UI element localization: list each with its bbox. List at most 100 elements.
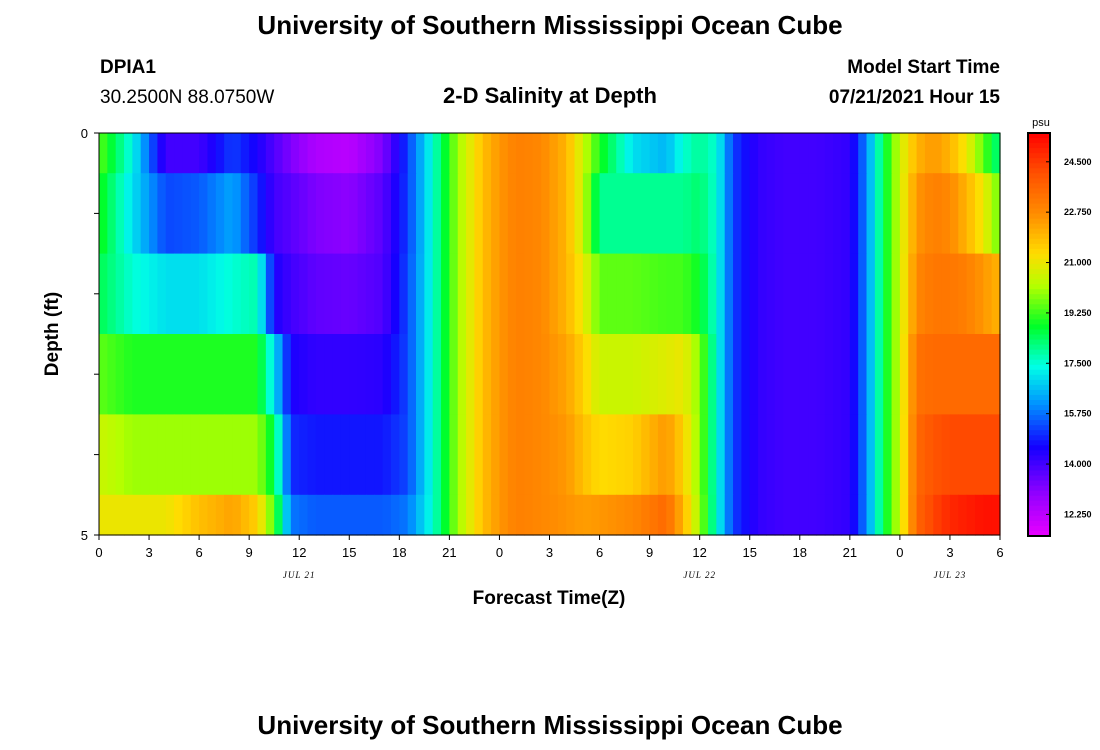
station-id: DPIA1	[100, 57, 156, 78]
heatmap-cell	[733, 414, 742, 496]
colorbar-segment	[1028, 480, 1050, 487]
heatmap-cell	[682, 494, 692, 536]
heatmap-cell	[307, 494, 317, 536]
colorbar-segment	[1028, 294, 1050, 300]
heatmap-cell	[407, 133, 417, 174]
heatmap-cell	[349, 414, 359, 496]
heatmap-cell	[958, 494, 968, 536]
heatmap-cell	[674, 173, 684, 255]
heatmap-cell	[733, 173, 742, 255]
heatmap-cell	[374, 173, 384, 255]
heatmap-cell	[374, 334, 384, 415]
heatmap-cell	[257, 334, 267, 415]
colorbar-unit: psu	[1032, 117, 1050, 129]
heatmap-cell	[616, 133, 626, 174]
x-tick-label: 9	[646, 545, 653, 560]
heatmap-cell	[491, 133, 501, 174]
heatmap-cell	[849, 253, 859, 335]
model-start-label: Model Start Time	[847, 57, 1000, 78]
colorbar-segment	[1028, 148, 1050, 154]
colorbar-segment	[1028, 284, 1050, 290]
colorbar-segment	[1028, 495, 1050, 502]
model-start-value: 07/21/2021 Hour 15	[828, 87, 1000, 108]
heatmap-cell	[516, 253, 526, 335]
heatmap-cell	[624, 173, 634, 255]
heatmap-cell	[390, 173, 400, 255]
heatmap-cell	[290, 334, 300, 415]
heatmap-cell	[224, 133, 234, 174]
heatmap-cell	[474, 133, 484, 174]
heatmap-cell	[340, 133, 350, 174]
heatmap-cell	[174, 414, 184, 496]
heatmap-cell	[758, 133, 767, 174]
x-tick-label: 21	[843, 545, 857, 560]
heatmap-cell	[799, 253, 809, 335]
heatmap-cell	[783, 334, 793, 415]
heatmap-cell	[140, 334, 150, 415]
heatmap-cell	[724, 173, 734, 255]
heatmap-cell	[190, 494, 200, 536]
heatmap-cell	[174, 173, 184, 255]
colorbar-segment	[1028, 369, 1050, 376]
heatmap-cell	[324, 133, 334, 174]
heatmap-cell	[541, 334, 551, 415]
heatmap-cell	[524, 494, 534, 536]
heatmap-cell	[190, 414, 200, 496]
heatmap-cell	[424, 133, 434, 174]
heatmap-cell	[808, 494, 818, 536]
heatmap-cell	[916, 414, 926, 496]
heatmap-cell	[215, 133, 225, 174]
heatmap-cell	[599, 414, 609, 496]
heatmap-cell	[549, 253, 559, 335]
heatmap-cell	[974, 173, 984, 255]
colorbar-segment	[1028, 168, 1050, 174]
heatmap-cell	[491, 253, 501, 335]
heatmap-cell	[708, 334, 717, 415]
x-tick-label: 9	[246, 545, 253, 560]
heatmap-cell	[641, 253, 651, 335]
heatmap-cell	[799, 133, 809, 174]
heatmap-cell	[849, 414, 859, 496]
heatmap-cell	[349, 133, 359, 174]
heatmap-cell	[290, 173, 300, 255]
heatmap-cell	[157, 173, 167, 255]
heatmap-cell	[941, 414, 951, 496]
heatmap-cell	[507, 133, 517, 174]
heatmap-cell	[733, 253, 742, 335]
heatmap-cell	[466, 414, 476, 496]
heatmap-cell	[499, 253, 509, 335]
heatmap-cell	[666, 173, 676, 255]
heatmap-cell	[557, 414, 567, 496]
heatmap-cell	[808, 334, 818, 415]
heatmap-cell	[491, 414, 501, 496]
heatmap-cell	[524, 133, 534, 174]
heatmap-cell	[816, 133, 826, 174]
colorbar-segment	[1028, 213, 1050, 220]
heatmap-cell	[199, 494, 209, 536]
heatmap-cell	[240, 173, 250, 255]
heatmap-cell	[207, 414, 217, 496]
heatmap-cell	[908, 334, 918, 415]
heatmap-cell	[124, 414, 133, 496]
heatmap-cell	[374, 414, 384, 496]
heatmap-cell	[624, 133, 634, 174]
heatmap-cell	[199, 173, 209, 255]
heatmap-cell	[257, 414, 267, 496]
heatmap-cell	[432, 334, 442, 415]
heatmap-cell	[499, 173, 509, 255]
heatmap-cell	[649, 494, 659, 536]
colorbar-segment	[1028, 248, 1050, 255]
heatmap-cell	[674, 133, 684, 174]
colorbar-segment	[1028, 309, 1050, 315]
heatmap-cell	[157, 133, 167, 174]
colorbar-segment	[1028, 344, 1050, 351]
heatmap-cell	[649, 253, 659, 335]
heatmap-cell	[382, 494, 392, 536]
heatmap-cell	[416, 173, 425, 255]
heatmap-cell	[124, 133, 133, 174]
heatmap-cell	[716, 173, 726, 255]
heatmap-cell	[741, 253, 751, 335]
heatmap-cell	[257, 133, 267, 174]
heatmap-cell	[365, 414, 375, 496]
heatmap-cell	[107, 414, 117, 496]
